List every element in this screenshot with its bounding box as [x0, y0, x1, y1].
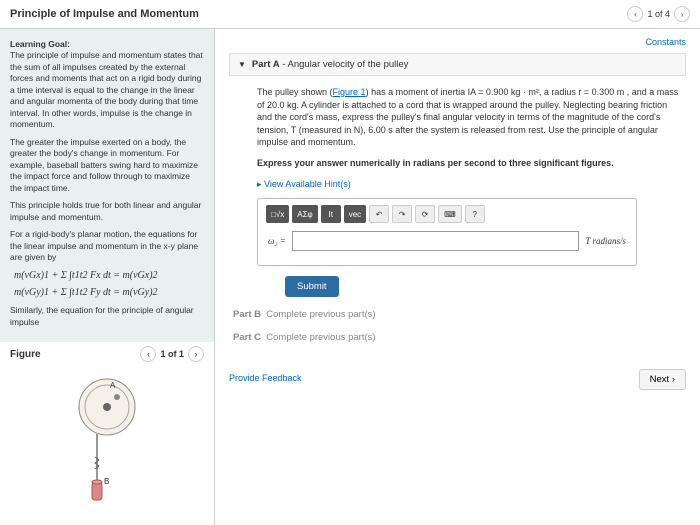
redo-button[interactable]: ↷: [392, 205, 412, 223]
goal-p3: This principle holds true for both linea…: [10, 200, 204, 223]
figure-prev-button[interactable]: ‹: [140, 346, 156, 362]
part-b-label: Part B: [233, 309, 261, 320]
learning-goal-box: Learning Goal: The principle of impulse …: [0, 29, 214, 342]
page-title: Principle of Impulse and Momentum: [10, 8, 199, 20]
help-button[interactable]: ?: [465, 205, 485, 223]
part-a-text1: The pulley shown (: [257, 87, 333, 97]
keyboard-button[interactable]: ⌨: [438, 205, 462, 223]
figure-label: Figure: [10, 349, 41, 360]
next-button[interactable]: Next ›: [639, 369, 686, 390]
svg-text:A: A: [110, 381, 116, 390]
hints-link[interactable]: ▸ View Available Hint(s): [257, 178, 680, 191]
feedback-link[interactable]: Provide Feedback: [229, 373, 302, 383]
vector-button[interactable]: vec: [344, 205, 366, 223]
greek-button[interactable]: ΑΣφ: [292, 205, 317, 223]
part-c-row: Part C Complete previous part(s): [229, 326, 686, 349]
answer-unit: T radians/s: [585, 235, 626, 248]
part-c-label: Part C: [233, 332, 261, 343]
formula-2: m(vGy)1 + Σ ∫t1t2 Fy dt = m(vGy)2: [14, 286, 204, 300]
prev-page-button[interactable]: ‹: [627, 6, 643, 22]
answer-variable: ω₂ =: [268, 235, 286, 248]
goal-label: Learning Goal:: [10, 39, 70, 49]
undo-button[interactable]: ↶: [369, 205, 389, 223]
submit-button[interactable]: Submit: [285, 276, 339, 297]
figure-link[interactable]: Figure 1: [333, 87, 366, 97]
part-a-instruct: Express your answer numerically in radia…: [257, 157, 680, 170]
answer-box: □√x ΑΣφ It vec ↶ ↷ ⟳ ⌨ ? ω₂ = T radians/…: [257, 198, 637, 266]
part-b-row: Part B Complete previous part(s): [229, 303, 686, 326]
goal-p1: The principle of impulse and momentum st…: [10, 50, 203, 129]
next-page-button[interactable]: ›: [674, 6, 690, 22]
part-a-title: - Angular velocity of the pulley: [282, 59, 408, 70]
goal-p4: For a rigid-body's planar motion, the eq…: [10, 229, 204, 263]
figure-pager-text: 1 of 1: [160, 349, 184, 359]
figure-image: A B: [0, 366, 214, 525]
figure-pager: ‹ 1 of 1 ›: [140, 346, 204, 362]
pager: ‹ 1 of 4 ›: [627, 6, 690, 22]
part-b-status: Complete previous part(s): [266, 309, 375, 320]
formula-1: m(vGx)1 + Σ ∫t1t2 Fx dt = m(vGx)2: [14, 269, 204, 283]
caret-down-icon: ▼: [238, 60, 246, 69]
reset-button[interactable]: ⟳: [415, 205, 435, 223]
part-a-header[interactable]: ▼ Part A - Angular velocity of the pulle…: [229, 53, 686, 76]
answer-toolbar: □√x ΑΣφ It vec ↶ ↷ ⟳ ⌨ ?: [258, 199, 636, 227]
goal-p5: Similarly, the equation for the principl…: [10, 305, 204, 328]
figure-next-button[interactable]: ›: [188, 346, 204, 362]
constants-link[interactable]: Constants: [229, 37, 686, 47]
template-button[interactable]: □√x: [266, 205, 289, 223]
part-c-status: Complete previous part(s): [266, 332, 375, 343]
part-a-label: Part A: [252, 59, 280, 70]
answer-input[interactable]: [292, 231, 580, 251]
italic-button[interactable]: It: [321, 205, 341, 223]
pager-text: 1 of 4: [647, 9, 670, 19]
goal-p2: The greater the impulse exerted on a bod…: [10, 137, 204, 194]
svg-text:B: B: [104, 477, 109, 486]
part-a-body: The pulley shown (Figure 1) has a moment…: [229, 76, 686, 303]
